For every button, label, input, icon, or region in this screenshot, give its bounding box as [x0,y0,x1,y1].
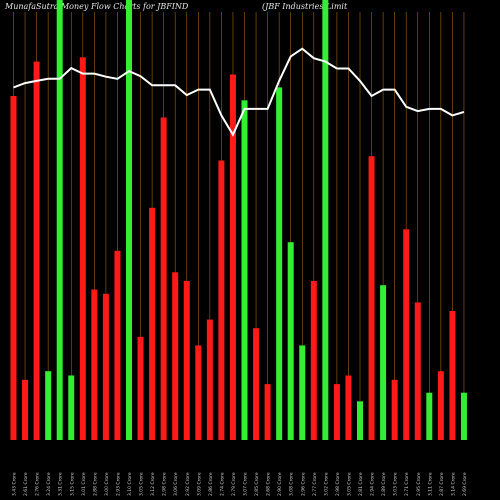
x-tick-label: 2.71 Crore [404,472,410,496]
x-tick-label: 3.14 Crore [450,472,456,496]
x-tick-label: 3.02 Crore [323,472,329,496]
bar [91,289,98,440]
bar [102,293,109,440]
x-tick-label: 2.98 Crore [335,472,341,496]
x-tick-labels: 3.43 Crore 2.61 Crore 2.76 Crore 3.24 Crore… [12,472,468,496]
bar [241,100,248,441]
bar [426,392,433,440]
x-tick-label: 3.06 Crore [173,472,179,496]
bar [287,242,294,440]
x-tick-label: 2.90 Crore [277,472,283,496]
x-tick-label: 3.11 Crore [427,472,433,496]
x-tick-label: 2.89 Crore [381,472,387,496]
bar [33,61,40,440]
x-tick-label: 3.43 Crore [12,472,18,496]
bar [460,392,467,440]
bar [437,371,444,440]
x-tick-label: 3.31 Crore [58,472,64,496]
bar [357,401,363,440]
bar [218,160,225,440]
x-tick-label: 3.05 Crore [139,472,145,496]
bar [333,384,340,440]
x-tick-label: 3.15 Crore [69,472,75,496]
money-flow-line [13,47,465,137]
bar [160,117,167,440]
x-tick-label: 2.69 Crore [462,472,468,496]
bar [403,229,410,440]
bar [56,0,63,440]
x-tick-label: 2.74 Crore [219,472,225,496]
x-tick-label: 2.77 Crore [312,472,318,496]
bar [276,87,283,441]
x-tick-label: 2.68 Crore [266,472,272,496]
x-tick-label: 2.88 Crore [92,472,98,496]
x-tick-label: 2.95 Crore [416,472,422,496]
x-tick-label: 2.61 Crore [23,472,29,496]
bar [391,379,398,440]
bar [345,375,352,440]
bar [253,328,260,440]
chart-subtitle: (JBF Industries Limit [262,2,348,11]
x-tick-label: 3.12 Crore [150,472,156,496]
bar [195,345,202,440]
x-tick-label: 3.09 Crore [196,472,202,496]
x-tick-label: 2.96 Crore [300,472,306,496]
bar [68,375,75,440]
bar [299,345,306,440]
x-tick-label: 3.05 Crore [346,472,352,496]
x-tick-label: 2.85 Crore [254,472,260,496]
bar [310,280,317,440]
bar [172,272,179,440]
x-tick-label: 3.00 Crore [104,472,110,496]
x-tick-label: 2.92 Crore [185,472,191,496]
bar [380,285,387,440]
x-tick-label: 3.10 Crore [127,472,133,496]
bar [368,156,375,440]
x-tick-label: 2.79 Crore [231,472,237,496]
bar [322,0,329,440]
x-tick-label: 2.81 Crore [358,472,364,496]
bar [149,207,156,440]
x-tick-label: 2.87 Crore [439,472,445,496]
x-tick-label: 2.93 Crore [115,472,121,496]
x-tick-label: 2.86 Crore [208,472,214,496]
bar [229,74,236,440]
x-tick-label: 2.76 Crore [35,472,41,496]
bar [449,311,456,440]
x-tick-label: 2.98 Crore [162,472,168,496]
x-tick-label: 3.08 Crore [289,472,295,496]
bar [414,302,421,440]
bar [10,96,17,440]
bar [126,0,132,440]
x-tick-label: 3.07 Crore [243,472,249,496]
bar [206,319,213,440]
x-tick-label: 3.01 Crore [81,472,87,496]
bar [79,57,86,441]
x-tick-label: 3.03 Crore [393,472,399,496]
chart-title: MunafaSutra Money Flow Charts for JBFIND [5,2,189,11]
x-tick-label: 3.24 Crore [46,472,52,496]
bar [45,371,52,440]
bar [183,280,190,440]
bar [264,384,271,440]
bar [137,336,144,440]
bar [22,379,29,440]
bar [114,250,121,440]
x-tick-label: 2.94 Crore [370,472,376,496]
bar-series [10,0,467,441]
